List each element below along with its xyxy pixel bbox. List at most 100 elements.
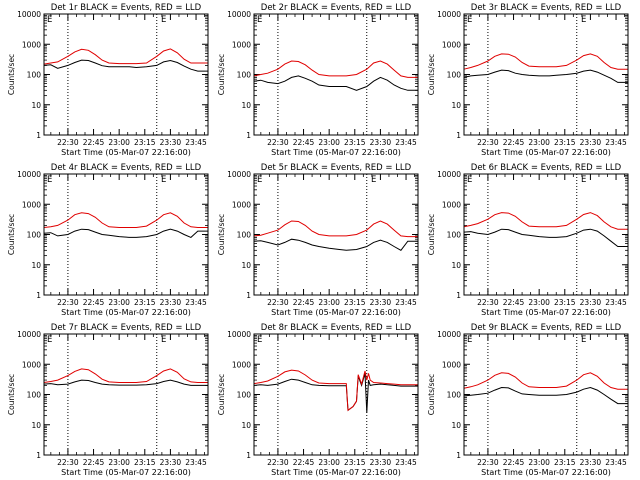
x-tick-label: 22:45 (293, 298, 315, 307)
x-tick-label: 22:45 (83, 138, 105, 147)
corner-e-mark-left: E (257, 175, 262, 185)
x-axis-label: Start Time (05-Mar-07 22:16:00) (481, 468, 611, 477)
lld-series-line (253, 60, 418, 78)
x-tick-label: 23:30 (160, 458, 182, 467)
y-tick-label: 10 (31, 261, 41, 270)
y-axis-label: Counts/sec (427, 374, 436, 415)
panel-title: Det 9r BLACK = Events, RED = LLD (471, 323, 622, 333)
corner-e-mark: E (581, 335, 586, 345)
y-tick-label: 100 (237, 71, 252, 80)
y-tick-label: 10000 (437, 10, 461, 19)
detector-panel-2: Det 2r BLACK = Events, RED = LLD 1 10 100 10… (217, 3, 419, 157)
detector-panel-9: Det 9r BLACK = Events, RED = LLD 1 10 100 10… (427, 323, 629, 477)
y-axis-label: Counts/sec (7, 374, 16, 415)
panel-title: Det 3r BLACK = Events, RED = LLD (471, 3, 622, 13)
corner-e-mark-left: E (257, 15, 262, 25)
y-tick-label: 10 (31, 101, 41, 110)
y-tick-label: 100 (27, 391, 42, 400)
corner-e-mark: E (371, 335, 376, 345)
y-tick-label: 1 (36, 451, 41, 460)
y-tick-label: 1000 (232, 40, 251, 49)
y-tick-label: 1 (456, 131, 461, 140)
y-tick-label: 100 (447, 391, 462, 400)
x-tick-label: 22:30 (57, 298, 79, 307)
panel-title: Det 6r BLACK = Events, RED = LLD (471, 163, 622, 173)
x-tick-label: 22:45 (503, 458, 525, 467)
x-tick-label: 23:30 (370, 458, 392, 467)
x-axis-label: Start Time (05-Mar-07 22:16:00) (61, 148, 191, 157)
y-axis-label: Counts/sec (427, 214, 436, 255)
detector-panel-1: Det 1r BLACK = Events, RED = LLD 1 10 100 10… (7, 3, 209, 157)
y-tick-label: 10 (31, 421, 41, 430)
x-tick-label: 23:45 (395, 298, 417, 307)
panel-title: Det 2r BLACK = Events, RED = LLD (261, 3, 412, 13)
corner-e-mark-left: E (467, 335, 472, 345)
y-tick-label: 10000 (227, 10, 251, 19)
events-series-line (43, 228, 208, 238)
y-axis-label: Counts/sec (217, 54, 226, 95)
y-tick-label: 1000 (22, 360, 41, 369)
x-tick-label: 23:00 (108, 458, 130, 467)
x-tick-label: 23:15 (134, 298, 156, 307)
x-tick-label: 22:45 (503, 298, 525, 307)
lld-series-line (43, 212, 208, 228)
panel-title: Det 1r BLACK = Events, RED = LLD (51, 3, 202, 13)
x-tick-label: 23:45 (605, 298, 627, 307)
events-series-line (463, 386, 628, 405)
y-tick-label: 100 (27, 231, 42, 240)
x-tick-label: 23:15 (134, 138, 156, 147)
plot-frame (463, 333, 629, 456)
x-tick-label: 22:30 (477, 458, 499, 467)
x-tick-label: 22:30 (267, 138, 289, 147)
events-series-line (253, 75, 418, 91)
detector-panel-7: Det 7r BLACK = Events, RED = LLD 1 10 100 10… (7, 323, 209, 477)
x-tick-label: 23:30 (160, 138, 182, 147)
x-axis-label: Start Time (05-Mar-07 22:16:00) (271, 308, 401, 317)
x-tick-label: 22:30 (477, 138, 499, 147)
lld-series-line (253, 220, 418, 238)
corner-e-mark: E (161, 175, 166, 185)
events-series-line (463, 69, 628, 83)
plot-frame (463, 173, 629, 296)
panel-title: Det 8r BLACK = Events, RED = LLD (261, 323, 412, 333)
x-tick-label: 23:15 (344, 138, 366, 147)
y-tick-label: 1000 (442, 360, 461, 369)
plot-frame (253, 13, 419, 136)
corner-e-mark-left: E (257, 335, 262, 345)
y-axis-label: Counts/sec (217, 374, 226, 415)
x-tick-label: 23:45 (605, 458, 627, 467)
x-tick-label: 23:00 (318, 458, 340, 467)
y-tick-label: 1 (36, 291, 41, 300)
y-tick-label: 10 (451, 261, 461, 270)
x-tick-label: 23:00 (318, 138, 340, 147)
x-tick-label: 22:45 (503, 138, 525, 147)
x-tick-label: 23:00 (528, 458, 550, 467)
x-tick-label: 23:30 (160, 298, 182, 307)
events-series-line (253, 238, 418, 251)
x-tick-label: 22:30 (57, 458, 79, 467)
x-axis-label: Start Time (05-Mar-07 22:16:00) (271, 148, 401, 157)
lld-series-line (463, 53, 628, 70)
y-tick-label: 10000 (437, 330, 461, 339)
y-tick-label: 1 (456, 291, 461, 300)
corner-e-mark-left: E (47, 175, 52, 185)
corner-e-mark: E (581, 175, 586, 185)
x-tick-label: 22:30 (477, 298, 499, 307)
x-tick-label: 23:30 (580, 458, 602, 467)
x-tick-label: 23:15 (554, 298, 576, 307)
y-axis-label: Counts/sec (7, 214, 16, 255)
y-tick-label: 100 (237, 391, 252, 400)
x-tick-label: 22:45 (83, 458, 105, 467)
x-tick-label: 23:15 (134, 458, 156, 467)
x-tick-label: 23:00 (528, 298, 550, 307)
x-tick-label: 23:00 (318, 298, 340, 307)
x-axis-label: Start Time (05-Mar-07 22:16:00) (481, 148, 611, 157)
detector-panel-3: Det 3r BLACK = Events, RED = LLD 1 10 100 10… (427, 3, 629, 157)
y-tick-label: 1 (36, 131, 41, 140)
y-tick-label: 10 (241, 421, 251, 430)
panel-title: Det 7r BLACK = Events, RED = LLD (51, 323, 202, 333)
y-tick-label: 100 (447, 231, 462, 240)
y-tick-label: 10 (241, 101, 251, 110)
x-tick-label: 22:45 (293, 138, 315, 147)
corner-e-mark: E (371, 175, 376, 185)
